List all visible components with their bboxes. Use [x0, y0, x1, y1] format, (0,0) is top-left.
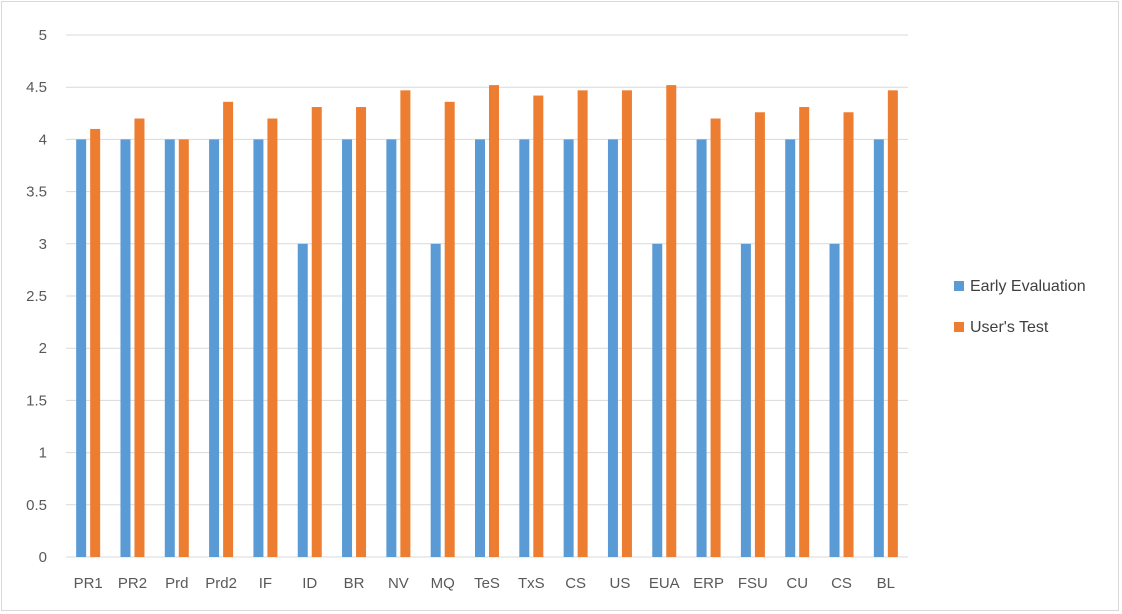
legend-swatch	[954, 322, 964, 332]
bar-users-test	[666, 85, 677, 557]
bar-early-evaluation	[740, 243, 751, 558]
y-tick-label: 1.5	[26, 392, 47, 409]
bar-users-test	[356, 107, 367, 557]
x-tick-label: PR1	[74, 575, 103, 592]
bar-early-evaluation	[829, 243, 840, 558]
bar-users-test	[134, 118, 145, 558]
bar-early-evaluation	[297, 243, 308, 558]
bar-users-test	[577, 90, 588, 557]
y-tick-label: 2	[39, 340, 47, 357]
y-tick-label: 4.5	[26, 79, 47, 96]
bar-users-test	[533, 95, 544, 557]
x-axis-ticks: PR1 PR2 Prd Prd2 IF ID BR NV MQ TeS TxS CS US EUA ERP F…	[74, 575, 895, 592]
bar-users-test	[754, 112, 765, 558]
y-tick-label: 3.5	[26, 184, 47, 201]
x-tick-label: ERP	[693, 575, 724, 592]
x-tick-label: MQ	[431, 575, 455, 592]
x-tick-label: FSU	[738, 575, 768, 592]
x-tick-label: ID	[302, 575, 317, 592]
bar-early-evaluation	[519, 139, 530, 557]
y-tick-label: 3	[39, 236, 47, 253]
bar-users-test	[400, 90, 411, 557]
bar-early-evaluation	[342, 139, 353, 557]
bar-early-evaluation	[164, 139, 175, 557]
y-tick-label: 0.5	[26, 497, 47, 514]
bar-early-evaluation	[209, 139, 220, 557]
bar-users-test	[267, 118, 278, 558]
legend-swatch	[954, 281, 964, 291]
bar-users-test	[887, 90, 898, 557]
y-tick-label: 4	[39, 131, 47, 148]
bars	[76, 85, 898, 558]
y-tick-label: 5	[39, 27, 47, 44]
y-axis-ticks: 0 0.5 1 1.5 2 2.5 3 3.5 4 4.5 5	[26, 27, 47, 566]
y-tick-label: 2.5	[26, 288, 47, 305]
legend-label: User's Test	[970, 319, 1049, 336]
bar-early-evaluation	[76, 139, 87, 557]
gridlines	[66, 34, 908, 558]
bar-users-test	[843, 112, 854, 558]
bar-users-test	[621, 90, 632, 557]
x-tick-label: PR2	[118, 575, 147, 592]
bar-early-evaluation	[563, 139, 574, 557]
bar-early-evaluation	[873, 139, 884, 557]
x-tick-label: BR	[344, 575, 365, 592]
legend: Early Evaluation User's Test	[954, 278, 1086, 336]
bar-users-test	[178, 139, 189, 557]
bar-early-evaluation	[386, 139, 397, 557]
bar-early-evaluation	[652, 243, 663, 558]
x-tick-label: Prd2	[205, 575, 237, 592]
bar-users-test	[710, 118, 721, 558]
x-tick-label: BL	[877, 575, 895, 592]
bar-early-evaluation	[696, 139, 707, 557]
x-tick-label: EUA	[649, 575, 680, 592]
bar-early-evaluation	[253, 139, 264, 557]
bar-users-test	[444, 101, 455, 557]
legend-label: Early Evaluation	[970, 278, 1086, 295]
x-tick-label: CU	[786, 575, 808, 592]
bar-early-evaluation	[120, 139, 131, 557]
x-tick-label: NV	[388, 575, 409, 592]
x-tick-label: IF	[259, 575, 272, 592]
y-tick-label: 1	[39, 445, 47, 462]
bar-users-test	[223, 101, 234, 557]
x-tick-label: US	[610, 575, 631, 592]
bar-users-test	[311, 107, 322, 557]
bar-users-test	[489, 85, 499, 557]
x-tick-label: CS	[565, 575, 586, 592]
y-tick-label: 0	[39, 549, 47, 566]
bar-early-evaluation	[430, 243, 441, 558]
bar-users-test	[799, 107, 810, 557]
x-tick-label: CS	[831, 575, 852, 592]
x-tick-label: TeS	[474, 575, 500, 592]
bar-early-evaluation	[475, 139, 485, 557]
bar-early-evaluation	[785, 139, 796, 557]
bar-users-test	[90, 128, 101, 557]
bar-early-evaluation	[607, 139, 618, 557]
x-tick-label: Prd	[165, 575, 188, 592]
x-tick-label: TxS	[518, 575, 545, 592]
